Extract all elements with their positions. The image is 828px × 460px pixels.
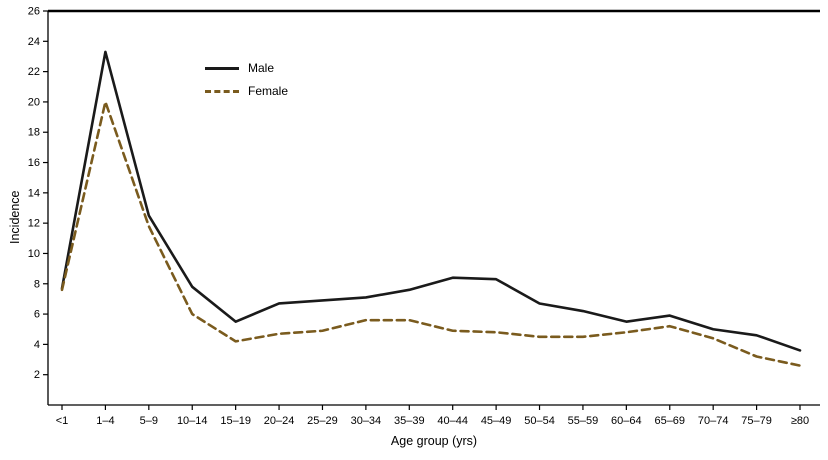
- svg-text:70–74: 70–74: [698, 415, 729, 427]
- svg-text:26: 26: [28, 6, 40, 18]
- legend-label: Female: [248, 84, 289, 98]
- svg-text:22: 22: [28, 66, 40, 78]
- male-line-swatch-icon: [205, 66, 239, 70]
- svg-text:8: 8: [34, 278, 40, 290]
- svg-text:6: 6: [34, 309, 40, 321]
- svg-text:35–39: 35–39: [394, 415, 425, 427]
- svg-text:30–34: 30–34: [351, 415, 382, 427]
- svg-text:4: 4: [34, 339, 40, 351]
- svg-text:60–64: 60–64: [611, 415, 642, 427]
- svg-text:<1: <1: [56, 415, 69, 427]
- svg-text:24: 24: [28, 36, 40, 48]
- svg-text:65–69: 65–69: [654, 415, 685, 427]
- svg-text:14: 14: [28, 187, 40, 199]
- svg-text:1–4: 1–4: [96, 415, 114, 427]
- legend-label: Male: [248, 61, 275, 75]
- svg-text:≥80: ≥80: [791, 415, 809, 427]
- legend: Male Female: [205, 61, 288, 107]
- svg-text:40–44: 40–44: [437, 415, 468, 427]
- svg-text:75–79: 75–79: [741, 415, 772, 427]
- x-axis-label: Age group (yrs): [390, 434, 478, 448]
- svg-text:45–49: 45–49: [481, 415, 512, 427]
- svg-text:20: 20: [28, 96, 40, 108]
- female-line-swatch-icon: [205, 89, 239, 93]
- svg-text:25–29: 25–29: [307, 415, 338, 427]
- svg-text:5–9: 5–9: [140, 415, 158, 427]
- svg-text:10–14: 10–14: [177, 415, 208, 427]
- svg-text:10: 10: [28, 248, 40, 260]
- svg-text:12: 12: [28, 218, 40, 230]
- svg-text:16: 16: [28, 157, 40, 169]
- svg-text:20–24: 20–24: [264, 415, 295, 427]
- legend-item-female: Female: [205, 84, 288, 98]
- svg-text:2: 2: [34, 369, 40, 381]
- legend-item-male: Male: [205, 61, 288, 75]
- svg-text:18: 18: [28, 127, 40, 139]
- svg-text:15–19: 15–19: [220, 415, 251, 427]
- svg-text:50–54: 50–54: [524, 415, 555, 427]
- svg-text:55–59: 55–59: [568, 415, 599, 427]
- y-axis-label: Incidence: [8, 190, 22, 244]
